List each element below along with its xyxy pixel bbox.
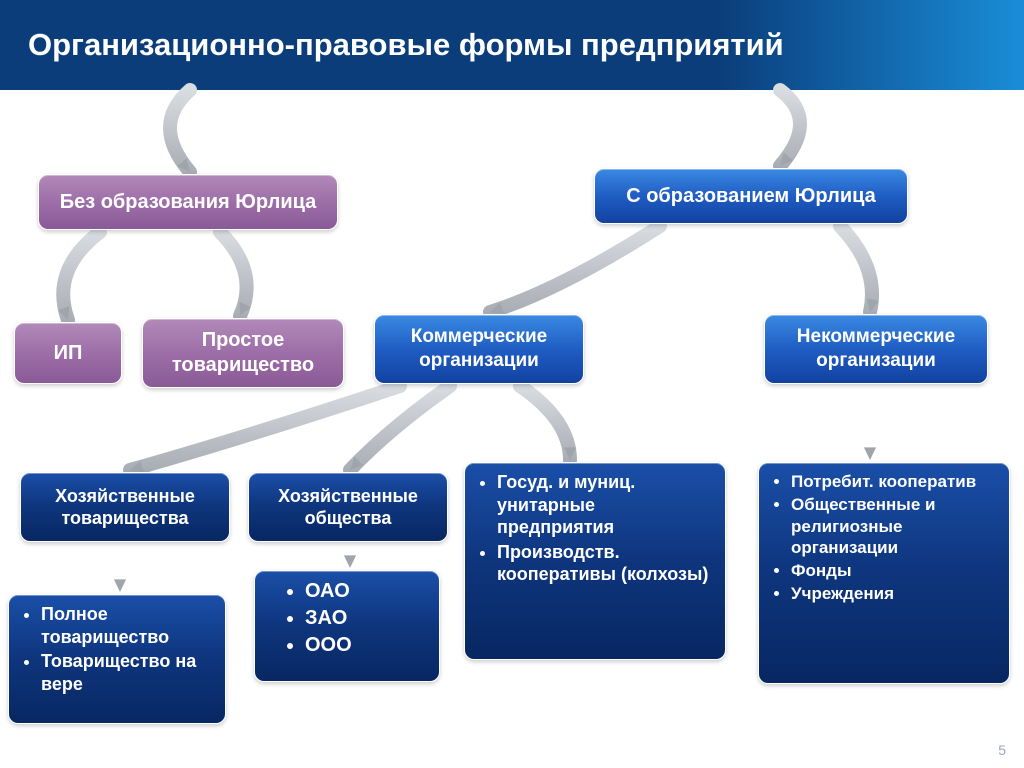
node-simple-partnership: Простое товарищество — [142, 318, 344, 388]
node-noncommercial-org: Некоммерческие организации — [764, 314, 988, 384]
label: ИП — [54, 341, 83, 366]
list: Госуд. и муниц. унитарные предприятия Пр… — [475, 469, 715, 588]
slide-header: Организационно-правовые формы предприяти… — [0, 0, 1024, 90]
list-noncommercial: Потребит. кооператив Общественные и рели… — [758, 462, 1010, 684]
list: Полное товарищество Товарищество на вере — [19, 601, 215, 697]
label: Коммерческие организации — [385, 325, 573, 373]
list-item: Госуд. и муниц. унитарные предприятия — [497, 471, 715, 539]
node-ip: ИП — [14, 322, 122, 384]
list-item: Потребит. кооператив — [791, 471, 999, 492]
label: С образованием Юрлица — [626, 184, 876, 209]
list: ОАО ЗАО ООО — [283, 577, 429, 660]
list-item: Полное товарищество — [41, 603, 215, 648]
slide-title: Организационно-правовые формы предприяти… — [28, 27, 784, 63]
label: Без образования Юрлица — [60, 190, 317, 215]
list-item: ОАО — [305, 579, 429, 604]
page-number: 5 — [998, 742, 1006, 758]
label: Простое товарищество — [153, 328, 333, 378]
list-partnership-types: Полное товарищество Товарищество на вере — [8, 594, 226, 724]
node-commercial-org: Коммерческие организации — [374, 314, 584, 384]
node-companies: Хозяйственные общества — [248, 472, 448, 542]
label: Хозяйственные товарищества — [31, 485, 219, 530]
list-item: Производств. кооперативы (колхозы) — [497, 541, 715, 586]
node-partnerships: Хозяйственные товарищества — [20, 472, 230, 542]
list-commercial-other: Госуд. и муниц. унитарные предприятия Пр… — [464, 462, 726, 660]
list-company-types: ОАО ЗАО ООО — [254, 570, 440, 682]
list-item: Товарищество на вере — [41, 650, 215, 695]
list-item: Общественные и религиозные организации — [791, 494, 999, 558]
label: Хозяйственные общества — [259, 485, 437, 530]
label: Некоммерческие организации — [775, 325, 977, 373]
list-item: Фонды — [791, 560, 999, 581]
node-with-legal-entity: С образованием Юрлица — [594, 168, 908, 224]
list-item: Учреждения — [791, 583, 999, 604]
list: Потребит. кооператив Общественные и рели… — [769, 469, 999, 607]
list-item: ООО — [305, 633, 429, 658]
list-item: ЗАО — [305, 606, 429, 631]
node-no-legal-entity: Без образования Юрлица — [38, 174, 338, 230]
